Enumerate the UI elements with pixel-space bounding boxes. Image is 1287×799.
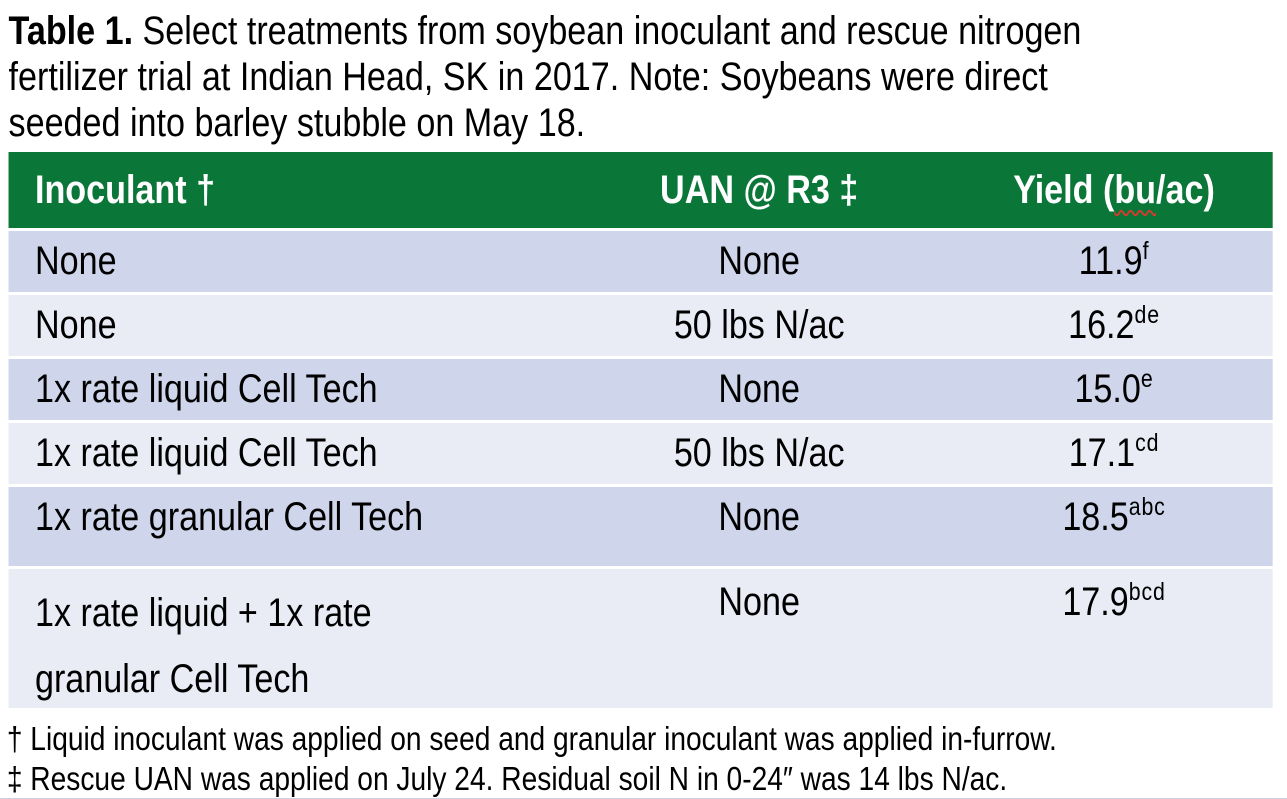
table-caption-label: Table 1. (8, 9, 134, 53)
table-caption-text: Select treatments from soybean inoculant… (8, 9, 1082, 145)
yield-value: 11.9 (1078, 239, 1143, 283)
cell-uan: 50 lbs N/ac (673, 303, 845, 347)
cell-yield: 16.2de (955, 301, 1272, 348)
cell-inoculant: 1x rate liquid Cell Tech (34, 367, 378, 411)
cell-uan: None (718, 580, 800, 624)
table-row: 1x rate liquid + 1x rate granular Cell T… (8, 569, 1273, 708)
footnote-double-dagger: ‡ Rescue UAN was applied on July 24. Res… (6, 760, 1008, 797)
cell-inoculant: None (34, 303, 117, 347)
cell-uan: None (718, 495, 800, 539)
table-row: 1x rate liquid Cell Tech 50 lbs N/ac 17.… (8, 423, 1273, 484)
column-header-yield-pre: Yield ( (1013, 167, 1115, 212)
cell-uan: None (718, 239, 800, 283)
yield-value: 16.2 (1068, 303, 1135, 347)
yield-value: 17.9 (1062, 580, 1129, 624)
table-row: 1x rate liquid Cell Tech None 15.0e (8, 359, 1273, 420)
cell-inoculant: 1x rate liquid Cell Tech (34, 431, 378, 475)
column-header-yield: Yield (bu/ac) (955, 168, 1272, 213)
cell-yield: 17.1cd (955, 429, 1272, 476)
yield-significance-letters: bcd (1128, 578, 1166, 606)
yield-significance-letters: abc (1128, 493, 1166, 521)
cell-yield: 11.9f (955, 237, 1272, 284)
cell-yield: 17.9bcd (955, 569, 1272, 625)
footnote-dagger: † Liquid inoculant was applied on seed a… (6, 720, 1057, 757)
yield-value: 15.0 (1074, 367, 1141, 411)
cell-yield: 18.5abc (955, 487, 1272, 540)
treatments-table: Inoculant † UAN @ R3 ‡ Yield (bu/ac) Non… (8, 152, 1273, 708)
column-header-uan: UAN @ R3 ‡ (660, 167, 859, 212)
column-header-inoculant: Inoculant † (34, 167, 216, 212)
cell-uan: None (718, 367, 800, 411)
cell-inoculant: 1x rate liquid + 1x rate granular Cell T… (34, 591, 372, 701)
yield-significance-letters: f (1142, 237, 1150, 265)
yield-significance-letters: e (1140, 365, 1154, 393)
yield-value: 17.1 (1068, 431, 1136, 475)
cell-yield: 15.0e (955, 365, 1272, 412)
cell-inoculant: 1x rate granular Cell Tech (34, 495, 424, 539)
table-header-row: Inoculant † UAN @ R3 ‡ Yield (bu/ac) (8, 152, 1273, 228)
table-row: None 50 lbs N/ac 16.2de (8, 295, 1273, 356)
table-footnotes: † Liquid inoculant was applied on seed a… (0, 708, 1280, 798)
cell-inoculant: None (34, 239, 117, 283)
cell-uan: 50 lbs N/ac (673, 431, 845, 475)
table-row: None None 11.9f (8, 231, 1273, 292)
column-header-yield-post: /ac) (1156, 167, 1215, 212)
spellcheck-squiggle-text: bu (1114, 167, 1157, 212)
yield-significance-letters: de (1134, 301, 1160, 329)
yield-value: 18.5 (1062, 495, 1129, 539)
table-caption: Table 1. Select treatments from soybean … (0, 0, 1280, 146)
yield-significance-letters: cd (1135, 429, 1160, 457)
table-row: 1x rate granular Cell Tech None 18.5abc (8, 487, 1273, 566)
